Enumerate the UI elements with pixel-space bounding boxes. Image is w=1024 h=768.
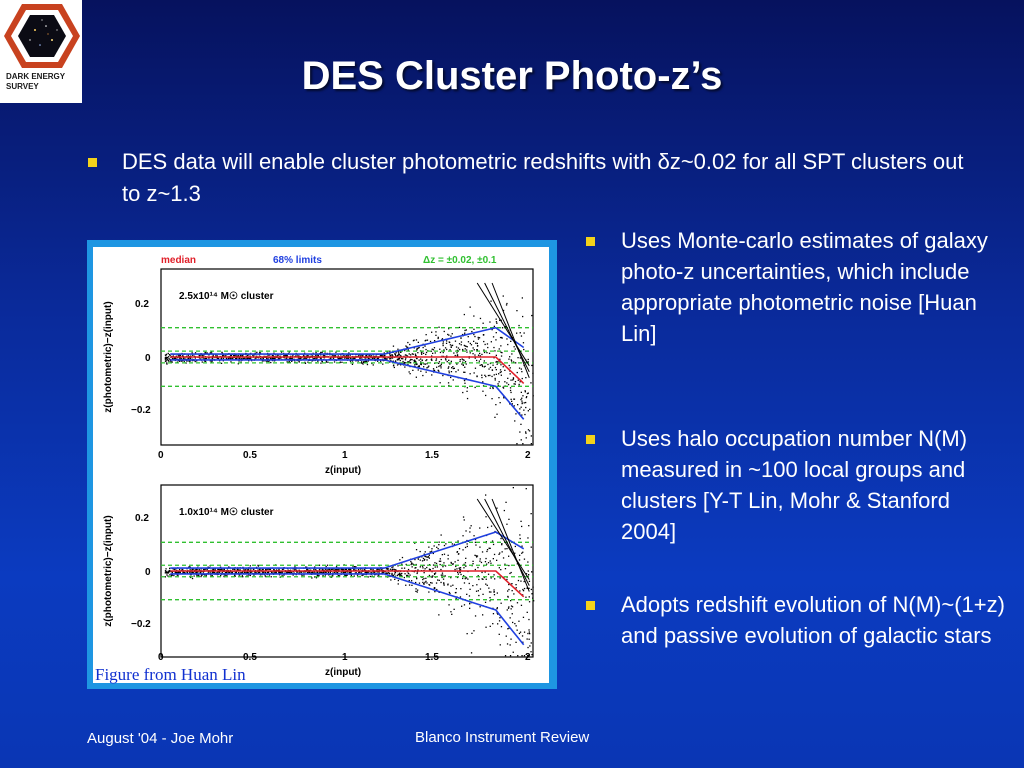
bullet-square-icon — [586, 237, 595, 246]
panel-top-lines — [161, 282, 533, 420]
panel-top-label: 2.5x10¹⁴ M☉ cluster — [179, 291, 274, 302]
des-logo: DARK ENERGY SURVEY — [0, 0, 82, 103]
panel-top-ytick-3: −0.2 — [131, 405, 151, 416]
panel-top-scatter — [164, 295, 534, 445]
panel-bottom-xtick-3: 1 — [342, 652, 348, 663]
right-bullet-3: Adopts redshift evolution of N(M)~(1+z) … — [621, 592, 1005, 648]
bullet-square-icon — [586, 601, 595, 610]
panel-bottom-xtick-2: 0.5 — [243, 652, 257, 663]
legend-limits: 68% limits — [273, 255, 322, 266]
panel-bottom-ytick-2: 0 — [145, 567, 151, 578]
photo-z-plot: median 68% limits Δz = ±0.02, ±0.1 2.5x1… — [103, 255, 535, 678]
legend-dz: Δz = ±0.02, ±0.1 — [423, 255, 497, 266]
panel-top-ytick-1: 0.2 — [135, 299, 149, 310]
panel-top-xtick-2: 0.5 — [243, 450, 257, 461]
panel-top: 2.5x10¹⁴ M☉ cluster z(photometric)−z(inp… — [103, 268, 534, 476]
panel-top-ylabel: z(photometric)−z(input) — [103, 301, 114, 412]
figure-frame: median 68% limits Δz = ±0.02, ±0.1 2.5x1… — [87, 240, 557, 689]
des-hexagon-icon — [4, 4, 80, 68]
panel-top-xtick-3: 1 — [342, 450, 348, 461]
panel-bottom-label: 1.0x10¹⁴ M☉ cluster — [179, 507, 274, 518]
panel-bottom-ytick-3: −0.2 — [131, 619, 151, 630]
panel-bottom-xlabel: z(input) — [325, 667, 361, 678]
main-bullet-text: DES data will enable cluster photometric… — [122, 149, 964, 206]
figure-image: median 68% limits Δz = ±0.02, ±0.1 2.5x1… — [93, 247, 549, 684]
panel-bottom-xtick-1: 0 — [158, 652, 164, 663]
panel-bottom-lines — [161, 498, 533, 646]
panel-top-xtick-5: 2 — [525, 450, 531, 461]
legend-median: median — [161, 255, 196, 266]
panel-top-xlabel: z(input) — [325, 465, 361, 476]
footer-event: Blanco Instrument Review — [415, 729, 590, 746]
slide-title: DES Cluster Photo-z’s — [301, 54, 723, 98]
panel-bottom-ylabel: z(photometric)−z(input) — [103, 515, 114, 626]
right-bullet-1: Uses Monte-carlo estimates of galaxy pho… — [621, 228, 988, 346]
panel-top-xtick-4: 1.5 — [425, 450, 439, 461]
panel-bottom-ytick-1: 0.2 — [135, 513, 149, 524]
panel-bottom-xtick-4: 1.5 — [425, 652, 439, 663]
logo-line-1: DARK ENERGY — [6, 72, 66, 81]
bullet-square-icon — [88, 158, 97, 167]
panel-bottom: 1.0x10¹⁴ M☉ cluster z(photometric)−z(inp… — [103, 484, 535, 678]
figure-caption: Figure from Huan Lin — [95, 665, 246, 684]
logo-line-2: SURVEY — [6, 82, 39, 91]
footer-date-author: August '04 - Joe Mohr — [87, 730, 234, 747]
panel-top-ytick-2: 0 — [145, 353, 151, 364]
bullet-square-icon — [586, 435, 595, 444]
panel-bottom-xtick-5: 2 — [525, 652, 531, 663]
right-bullet-2: Uses halo occupation number N(M) measure… — [621, 426, 968, 544]
panel-top-xtick-1: 0 — [158, 450, 164, 461]
